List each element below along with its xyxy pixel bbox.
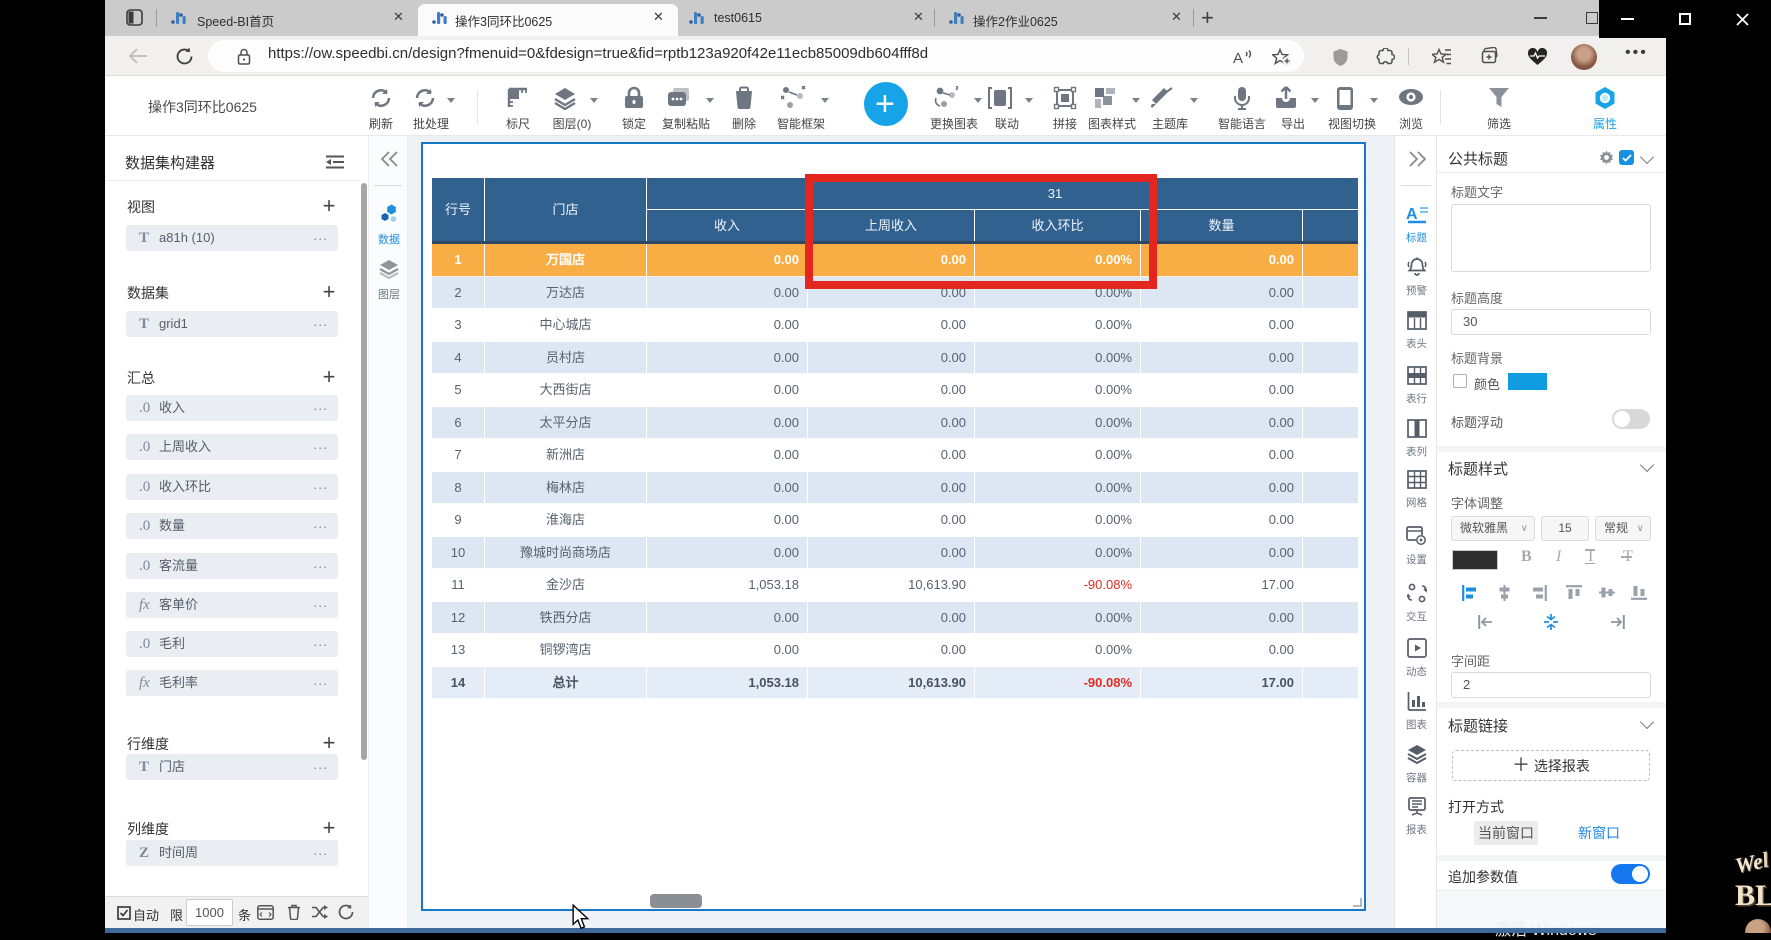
svg-text:A: A	[1233, 50, 1243, 66]
svg-text:A: A	[1406, 206, 1418, 223]
